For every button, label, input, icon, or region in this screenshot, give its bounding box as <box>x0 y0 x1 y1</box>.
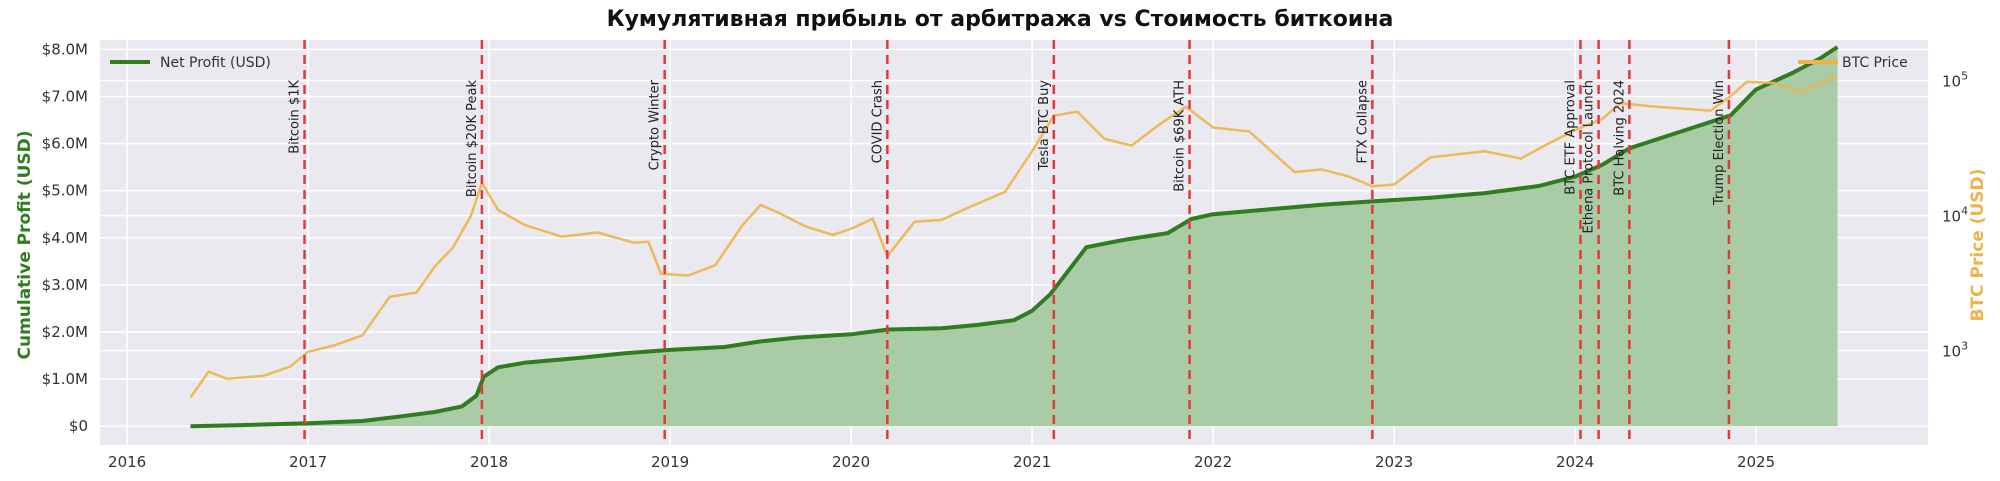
event-label: Trump Election Win <box>1712 80 1727 206</box>
y-left-tick-label: $7.0M <box>42 88 88 106</box>
event-label: Bitcoin $20K Peak <box>465 80 480 198</box>
x-tick-label: 2024 <box>1556 453 1594 471</box>
y-right-tick-label: 105 <box>1942 70 1968 91</box>
y-left-tick-label: $6.0M <box>42 135 88 153</box>
y-left-tick-label: $5.0M <box>42 182 88 200</box>
y-left-axis-label: Cumulative Profit (USD) <box>15 130 35 359</box>
x-tick-label: 2022 <box>1194 453 1232 471</box>
event-label: FTX Collapse <box>1355 80 1370 163</box>
x-tick-label: 2017 <box>289 453 327 471</box>
y-left-tick-label: $1.0M <box>42 370 88 388</box>
events-layer: Bitcoin $1K Bitcoin $20K Peak Crypto Winte… <box>288 40 1731 445</box>
y-left-tick-label: $8.0M <box>42 40 88 58</box>
chart-title: Кумулятивная прибыль от арбитража vs Сто… <box>607 7 1394 32</box>
y-left-tick-label: $4.0M <box>42 229 88 247</box>
btc-layer <box>189 74 1838 399</box>
y-right-axis-label: BTC Price (USD) <box>1968 169 1988 322</box>
event-label: Ethena Protocol Launch <box>1582 80 1597 233</box>
y-left-tick-label: $2.0M <box>42 323 88 341</box>
y-left-axis-ticks: $0 $1.0M $2.0M $3.0M $4.0M $5.0M $6.0M $7.0M $8.… <box>42 40 88 435</box>
event-label: Bitcoin $1K <box>288 80 303 154</box>
x-tick-label: 2021 <box>1013 453 1051 471</box>
legend-btc: BTC Price <box>1798 55 1908 71</box>
event-label: Bitcoin $69K ATH <box>1173 80 1188 192</box>
event-label: BTC Halving 2024 <box>1612 80 1627 196</box>
y-right-axis-ticks: 103 104 105 <box>1942 70 1968 361</box>
x-tick-label: 2020 <box>832 453 870 471</box>
x-axis-ticks: 2016 2017 2018 2019 2020 2021 2022 2023 2024 2025 <box>108 453 1775 471</box>
profit-area <box>190 47 1838 427</box>
y-left-tick-label: $3.0M <box>42 276 88 294</box>
y-right-tick-label: 103 <box>1942 340 1968 361</box>
legend-profit-label: Net Profit (USD) <box>160 55 271 71</box>
x-tick-label: 2019 <box>651 453 689 471</box>
event-label: COVID Crash <box>870 80 885 163</box>
event-label: Crypto Winter <box>648 79 663 170</box>
profit-line <box>190 45 1839 429</box>
x-tick-label: 2018 <box>470 453 508 471</box>
x-tick-label: 2016 <box>108 453 146 471</box>
y-right-tick-label: 104 <box>1942 205 1968 226</box>
legend-btc-label: BTC Price <box>1842 55 1908 71</box>
legend-profit: Net Profit (USD) <box>110 55 271 71</box>
y-left-tick-label: $0 <box>69 417 88 435</box>
profit-layer <box>190 45 1839 429</box>
x-tick-label: 2025 <box>1737 453 1775 471</box>
event-label: BTC ETF Approval <box>1563 80 1578 195</box>
x-tick-label: 2023 <box>1375 453 1413 471</box>
event-label: Tesla BTC Buy <box>1037 80 1052 172</box>
btc-price-line <box>189 74 1838 399</box>
